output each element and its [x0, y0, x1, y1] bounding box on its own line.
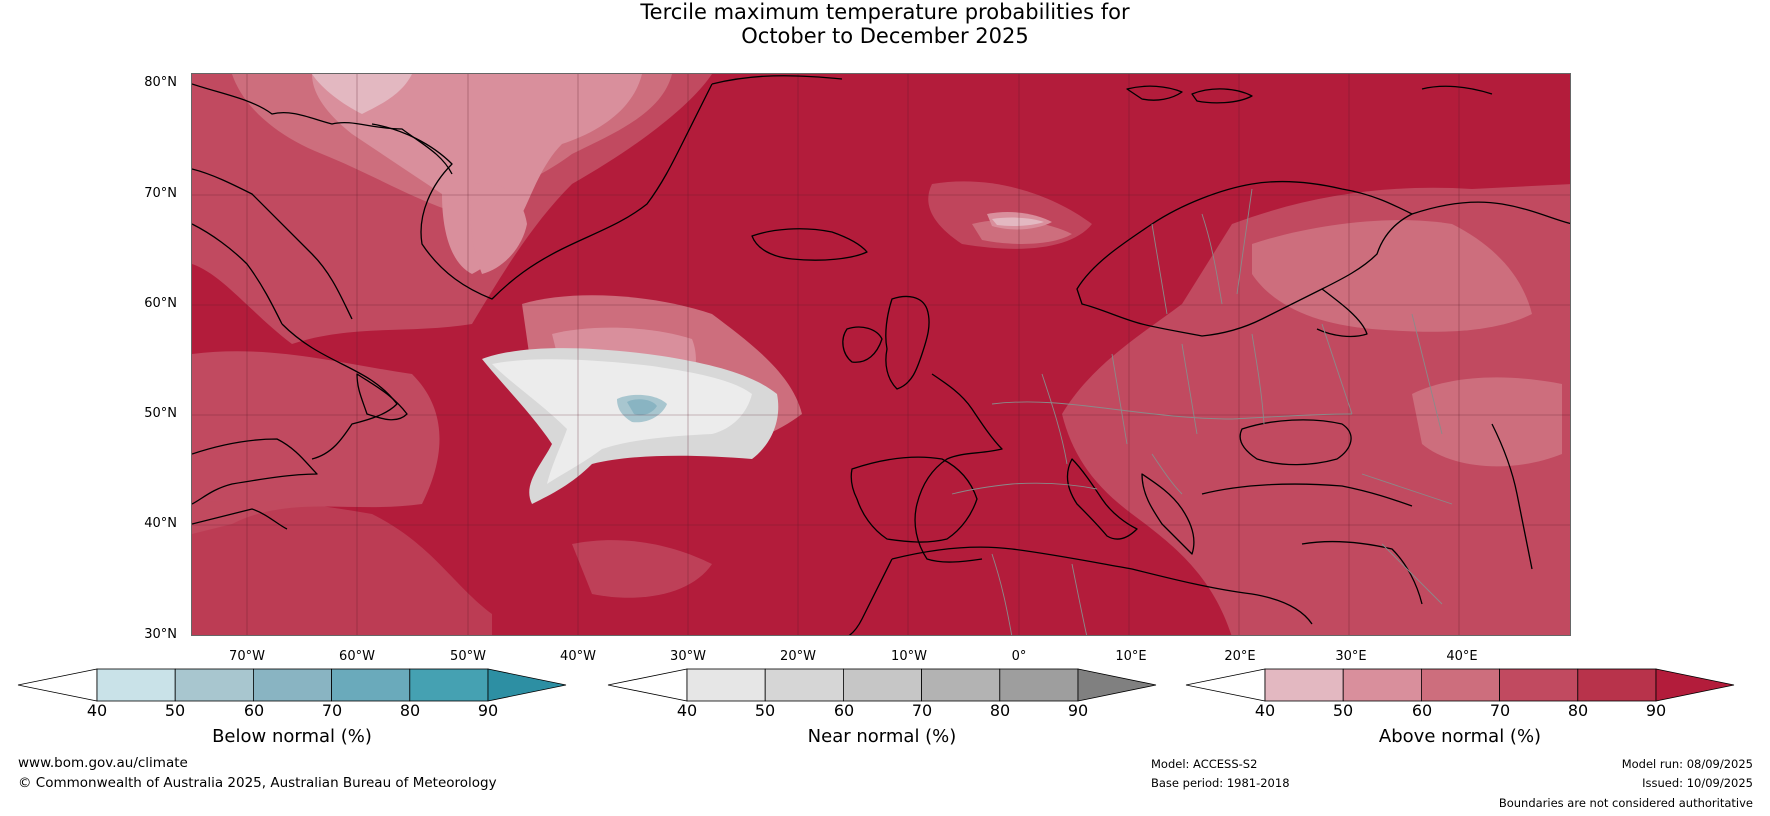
colorbar-below-tick-60: 60: [243, 701, 265, 720]
colorbar-above-box-2: [1342, 668, 1422, 702]
near-normal-region: [482, 348, 779, 504]
colorbar-above-box-1: [1264, 668, 1344, 702]
colorbar-above-normal: 40 50 60 70 80 90 Above normal (%): [1185, 668, 1735, 747]
colorbar-below-tick-40: 40: [86, 701, 108, 720]
lat-label-30n: 30°N: [144, 627, 177, 642]
colorbar-below-extension-low: [17, 668, 98, 702]
footer-website: www.bom.gov.au/climate: [18, 755, 188, 771]
lon-label-20w: 20°W: [780, 649, 816, 664]
lon-label-70w: 70°W: [229, 649, 265, 664]
colorbar-below-normal: 40 50 60 70 80 90 Below normal (%): [17, 668, 567, 747]
probability-map: [191, 73, 1571, 636]
above-normal-40-50-regions: [312, 74, 1044, 226]
colorbar-near-box-4: [921, 668, 1001, 702]
colorbar-below-box-4: [331, 668, 411, 702]
colorbar-below-tick-90: 90: [477, 701, 499, 720]
footer-model: Model: ACCESS-S2: [1151, 757, 1258, 771]
map-svg: [192, 74, 1570, 635]
colorbar-below-box-2: [174, 668, 254, 702]
colorbar-near-box-1: [686, 668, 766, 702]
country-borders: [951, 188, 1453, 635]
lon-label-30e: 30°E: [1335, 649, 1367, 664]
colorbar-above-svg: [1185, 668, 1735, 702]
colorbar-above-tick-80: 80: [1567, 701, 1589, 720]
colorbar-above-tick-70: 70: [1489, 701, 1511, 720]
colorbar-near-tick-40: 40: [676, 701, 698, 720]
lon-label-10e: 10°E: [1115, 649, 1147, 664]
colorbar-near-tick-50: 50: [754, 701, 776, 720]
colorbar-above-tick-50: 50: [1332, 701, 1354, 720]
lat-label-80n: 80°N: [144, 75, 177, 90]
footer-issued: Issued: 10/09/2025: [1642, 776, 1753, 790]
lat-label-40n: 40°N: [144, 516, 177, 531]
colorbar-above-box-3: [1420, 668, 1500, 702]
lon-label-40w: 40°W: [560, 649, 596, 664]
colorbar-above-box-4: [1499, 668, 1579, 702]
colorbar-above-tick-90: 90: [1645, 701, 1667, 720]
colorbar-near-extension-low: [607, 668, 688, 702]
colorbar-below-title: Below normal (%): [212, 726, 372, 747]
colorbar-near-tick-80: 80: [989, 701, 1011, 720]
colorbar-below-box-5: [409, 668, 489, 702]
footer-disclaimer: Boundaries are not considered authoritat…: [1498, 796, 1753, 810]
colorbar-near-tick-90: 90: [1067, 701, 1089, 720]
colorbar-near-box-2: [764, 668, 844, 702]
map-graticule: [192, 74, 1570, 635]
lon-label-50w: 50°W: [450, 649, 486, 664]
map-title: Tercile maximum temperature probabilitie…: [0, 0, 1770, 48]
title-line-1: Tercile maximum temperature probabilitie…: [640, 0, 1130, 24]
colorbar-near-svg: [607, 668, 1157, 702]
colorbar-above-title: Above normal (%): [1378, 726, 1542, 747]
title-line-2: October to December 2025: [741, 24, 1029, 48]
colorbar-near-normal: 40 50 60 70 80 90 Near normal (%): [607, 668, 1157, 747]
colorbar-near-tick-70: 70: [911, 701, 933, 720]
lat-label-70n: 70°N: [144, 186, 177, 201]
lat-label-50n: 50°N: [144, 406, 177, 421]
colorbar-above-extension-low: [1185, 668, 1266, 702]
colorbar-below-tick-80: 80: [399, 701, 421, 720]
colorbar-below-box-1: [96, 668, 176, 702]
colorbar-near-extension-high: [1077, 668, 1157, 702]
colorbar-near-tick-60: 60: [833, 701, 855, 720]
lon-label-0: 0°: [1011, 649, 1027, 664]
coastlines: [192, 75, 1570, 635]
colorbar-near-box-3: [842, 668, 922, 702]
colorbar-below-tick-50: 50: [164, 701, 186, 720]
colorbar-near-title: Near normal (%): [807, 726, 957, 747]
colorbar-above-extension-high: [1655, 668, 1735, 702]
lon-label-30w: 30°W: [670, 649, 706, 664]
lon-label-10w: 10°W: [891, 649, 927, 664]
colorbar-above-tick-40: 40: [1254, 701, 1276, 720]
colorbar-above-tick-60: 60: [1411, 701, 1433, 720]
colorbar-below-tick-70: 70: [321, 701, 343, 720]
footer-model-run: Model run: 08/09/2025: [1621, 757, 1753, 771]
colorbar-near-box-5: [999, 668, 1079, 702]
lon-label-20e: 20°E: [1224, 649, 1256, 664]
colorbar-below-svg: [17, 668, 567, 702]
footer-copyright: © Commonwealth of Australia 2025, Austra…: [18, 775, 497, 791]
lon-label-60w: 60°W: [339, 649, 375, 664]
colorbar-below-box-3: [252, 668, 332, 702]
footer-base-period: Base period: 1981-2018: [1151, 776, 1290, 790]
lon-label-40e: 40°E: [1446, 649, 1478, 664]
colorbar-below-extension-high: [487, 668, 567, 702]
lat-label-60n: 60°N: [144, 296, 177, 311]
colorbar-above-box-5: [1577, 668, 1657, 702]
